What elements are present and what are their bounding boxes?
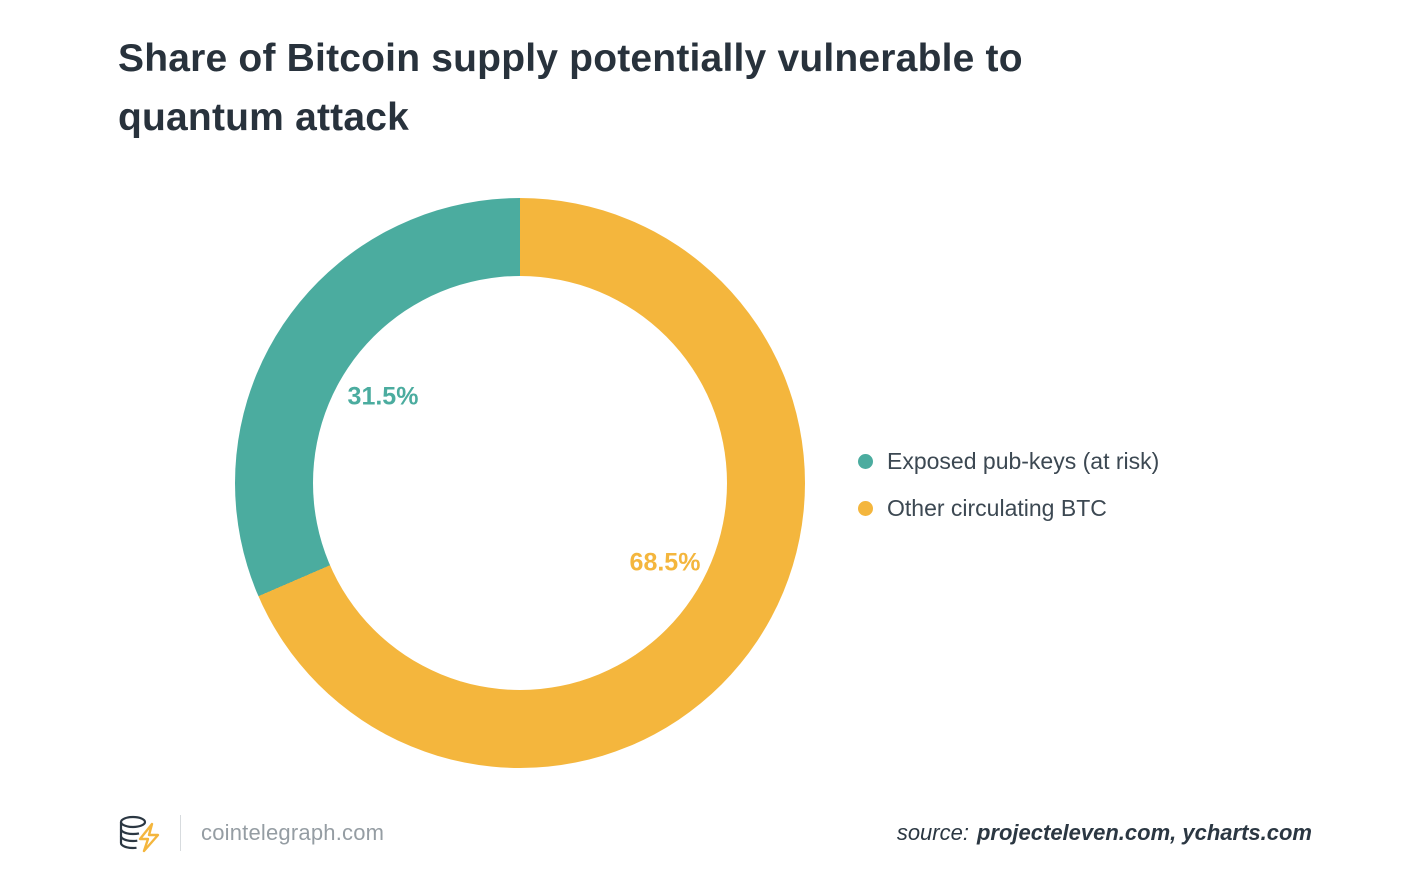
legend-label: Other circulating BTC	[887, 495, 1107, 521]
slice-value-label-other: 68.5%	[629, 548, 701, 577]
source-attribution: source: projecteleven.com, ycharts.com	[897, 820, 1312, 846]
donut-hole	[313, 276, 727, 690]
legend-item-other: Other circulating BTC	[858, 495, 1159, 522]
brand-block: cointelegraph.com	[116, 812, 384, 854]
footer: cointelegraph.com source: projecteleven.c…	[0, 812, 1428, 860]
legend-dot-icon	[858, 501, 873, 516]
cointelegraph-logo-icon	[116, 812, 162, 854]
source-prefix: source:	[896, 820, 969, 845]
legend-label: Exposed pub-keys (at risk)	[887, 448, 1160, 474]
brand-text: cointelegraph.com	[201, 820, 385, 845]
chart-title: Share of Bitcoin supply potentially vuln…	[118, 37, 1023, 139]
source-names: projecteleven.com, ycharts.com	[976, 820, 1312, 845]
legend-item-exposed: Exposed pub-keys (at risk)	[858, 448, 1159, 475]
footer-divider	[180, 815, 181, 851]
legend-dot-icon	[858, 454, 873, 469]
donut-chart: 31.5% 68.5%	[235, 198, 805, 768]
slice-value-label-exposed: 31.5%	[347, 382, 419, 411]
chart-legend: Exposed pub-keys (at risk) Other circula…	[858, 448, 1159, 522]
